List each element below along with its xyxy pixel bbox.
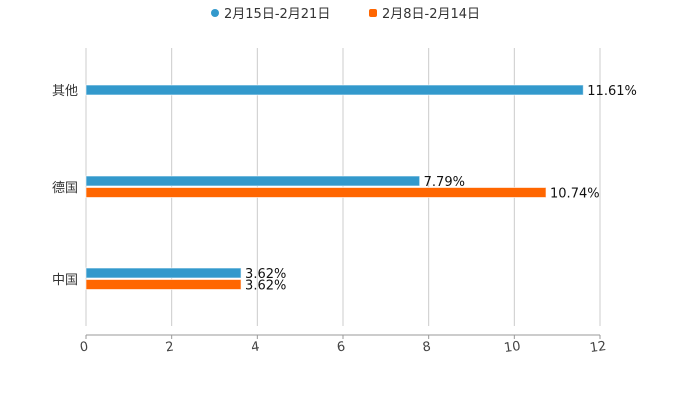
x-tick-label: 6 (336, 339, 346, 355)
bar-0 (85, 175, 421, 187)
data-label: 7.79% (424, 175, 465, 190)
x-tick-label: 4 (250, 339, 260, 355)
data-label: 3.62% (245, 279, 286, 294)
category-label: 德国 (52, 181, 78, 196)
x-tick-label: 2 (165, 339, 175, 355)
x-tick-label: 12 (589, 339, 607, 356)
bar-1 (85, 279, 242, 290)
x-tick-label: 8 (422, 339, 432, 355)
legend-label-1: 2月8日-2月14日 (382, 7, 480, 22)
category-label: 中国 (52, 273, 78, 288)
bar-0 (85, 84, 584, 96)
legend-marker-1 (369, 9, 377, 17)
data-label: 11.61% (587, 84, 637, 99)
legend-label-0: 2月15日-2月21日 (224, 7, 330, 22)
legend-marker-0 (211, 9, 219, 17)
bar-0 (85, 267, 242, 279)
data-label: 3.62% (245, 267, 286, 282)
x-tick-label: 10 (503, 339, 521, 356)
legend: 2月15日-2月21日 2月8日-2月14日 (211, 7, 480, 22)
bar-1 (85, 187, 547, 198)
bars: 11.61% 7.79% 10.74% 3.62%3.62% (85, 84, 637, 294)
category-label: 其他 (52, 84, 78, 99)
x-axis: 0 2 4 6 8 10 12 (79, 334, 607, 356)
data-label: 10.74% (550, 187, 600, 202)
x-tick-label: 0 (79, 339, 89, 355)
